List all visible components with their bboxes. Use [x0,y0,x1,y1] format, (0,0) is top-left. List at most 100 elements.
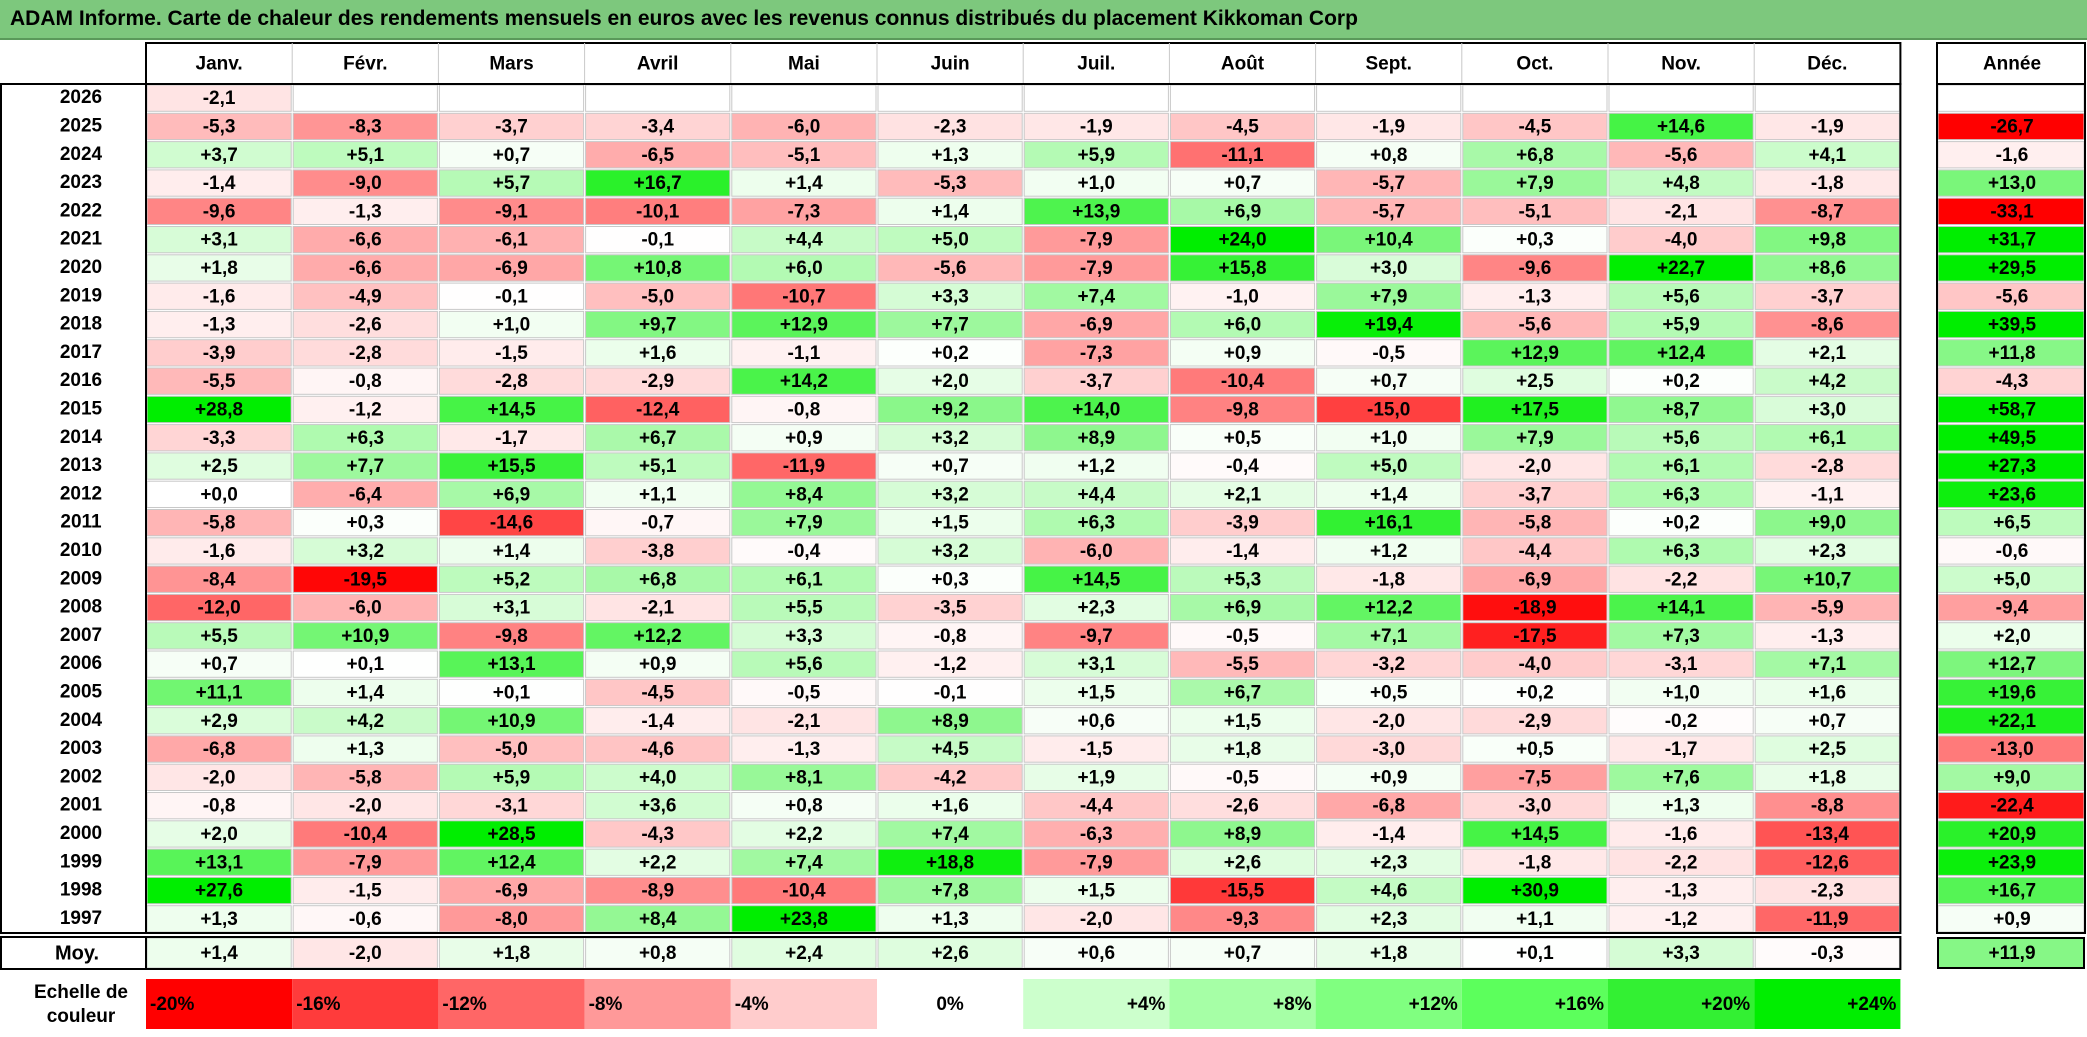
heatmap-cell [585,509,731,537]
heatmap-cell [438,593,585,622]
cell-value: +1,3 [931,909,969,930]
cell-value: -4,4 [1519,541,1552,562]
annual-value: +23,6 [1988,484,2036,505]
cell-value: +2,2 [639,852,677,873]
cell-value: -4,4 [1080,796,1113,817]
cell-value: -5,5 [203,371,236,392]
heatmap-cell [1754,622,1900,650]
year-label: 2022 [60,200,102,221]
cell-value: -6,6 [349,230,382,251]
heatmap-cell [731,480,877,509]
heatmap-cell [1754,367,1900,395]
annual-value: +12,7 [1988,654,2036,675]
cell-value: +0,1 [493,682,531,703]
heatmap-cell [1316,169,1462,197]
cell-value: -7,3 [1080,343,1113,364]
heatmap-cell [146,537,292,565]
heatmap-cell [1316,678,1462,707]
scale-swatch [1169,979,1316,1029]
cell-value: +15,8 [1218,258,1266,279]
annual-cell [1937,84,2085,112]
heatmap-cell [1608,282,1754,310]
cell-value: +1,8 [200,258,238,279]
cell-value: +1,0 [1662,682,1700,703]
heatmap-cell [1608,339,1754,367]
heatmap-cell [146,424,292,452]
cell-value: +5,9 [493,767,531,788]
heatmap-cell [1169,424,1316,452]
heatmap-cell [877,282,1023,310]
cell-value: -5,6 [1519,315,1552,336]
cell-value: +14,0 [1072,399,1120,420]
cell-value: -1,2 [349,399,382,420]
heatmap-cell [585,650,731,678]
cell-value: -2,2 [1665,852,1698,873]
heatmap-cell [731,820,877,848]
cell-value: +7,4 [785,852,823,873]
heatmap-cell [1316,395,1462,424]
heatmap-cell [1169,848,1316,876]
cell-value: -1,3 [1519,286,1552,307]
cell-value: -6,9 [1080,315,1113,336]
scale-label: +4% [1127,994,1166,1015]
cell-value: -10,4 [1221,371,1265,392]
heatmap-cell [438,112,585,141]
heatmap-cell [877,452,1023,480]
heatmap-cell [1169,84,1316,112]
cell-value: +5,7 [493,173,531,194]
heatmap-cell [731,452,877,480]
heatmap-cell [877,622,1023,650]
scale-label-line2: couleur [47,1006,116,1027]
annual-value: +23,9 [1988,852,2036,873]
year-label: 2010 [60,540,102,561]
cell-value: +6,3 [1662,541,1700,562]
cell-value: +14,6 [1657,116,1705,137]
cell-value: +1,5 [931,513,969,534]
heatmap-cell [1169,480,1316,509]
heatmap-cell [1316,84,1462,112]
cell-value: -1,3 [1665,881,1698,902]
average-cell [1316,937,1462,969]
cell-value: +0,7 [1809,711,1847,732]
cell-value: -1,9 [1372,116,1405,137]
heatmap-cell [292,141,438,169]
heatmap-cell [438,395,585,424]
average-value: +1,8 [493,943,531,964]
heatmap-cell [438,565,585,593]
cell-value: +2,3 [1809,541,1847,562]
cell-value: +2,0 [200,824,238,845]
scale-swatch [1608,979,1755,1029]
heatmap-cell [731,707,877,735]
heatmap-cell [731,169,877,197]
heatmap-cell [1169,254,1316,282]
annual-cell [1937,367,2085,395]
cell-value: +4,5 [931,739,969,760]
cell-value: -5,7 [1372,173,1405,194]
cell-value: +5,1 [347,145,385,166]
month-header-6: Juil. [1077,54,1115,75]
cell-value: +1,2 [1078,456,1116,477]
heatmap-cell [1169,905,1316,933]
heatmap-cell [585,226,731,254]
annual-cell [1937,226,2085,254]
scale-label: -12% [442,994,486,1015]
cell-value: -6,6 [349,258,382,279]
heatmap-cell [1608,565,1754,593]
heatmap-cell [1462,169,1608,197]
cell-value: +0,7 [1224,173,1262,194]
average-value: +2,4 [785,943,823,964]
heatmap-cell [1023,141,1169,169]
heatmap-cell [1754,678,1900,707]
cell-value: +2,5 [200,456,238,477]
heatmap-cell [1023,735,1169,763]
heatmap-cell [1754,226,1900,254]
cell-value: +2,0 [931,371,969,392]
heatmap-cell [1023,169,1169,197]
heatmap-cell [1462,537,1608,565]
heatmap-cell [731,141,877,169]
cell-value: -3,1 [495,796,528,817]
cell-value: +0,3 [347,513,385,534]
cell-value: +2,1 [1809,343,1847,364]
cell-value: -2,1 [1665,201,1698,222]
